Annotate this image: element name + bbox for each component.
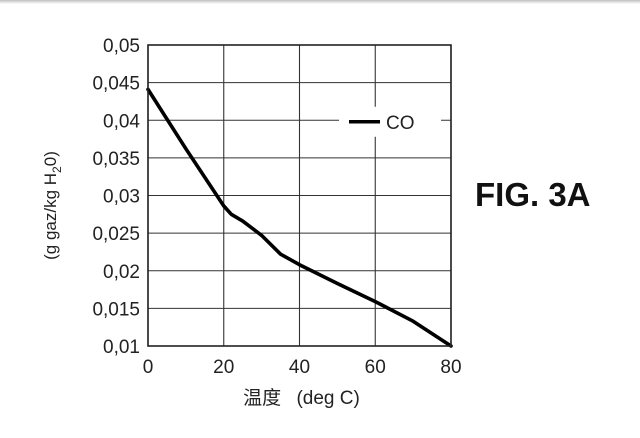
y-tick-label: 0,02 [103,262,140,283]
plot-frame [147,44,452,347]
series-line-co [146,87,453,348]
y-tick-label: 0,045 [92,74,140,95]
x-tick-label: 0 [143,357,154,378]
figure-label: FIG. 3A [475,176,591,213]
y-tick-label: 0,05 [103,36,140,57]
y-tick-label: 0,03 [103,187,140,208]
x-tick-label: 40 [289,357,310,378]
legend: CO [339,106,442,137]
x-tick-label: 20 [213,357,234,378]
y-tick-label: 0,015 [92,299,140,320]
x-axis-label: 温度 (deg C) [243,387,360,409]
y-axis-label-subscript: 2 [50,166,64,173]
y-axis-label: (g gaz/kg H20) [41,151,64,260]
top-scan-edge [0,0,640,4]
x-axis-label-cjk: 温度 [243,387,281,409]
y-tick-label: 0,04 [103,111,140,132]
legend-label-co: CO [386,113,415,134]
x-axis-label-unit: (deg C) [296,388,359,409]
series-lines [146,87,453,348]
y-axis-ticks: 0,01 0,015 0,02 0,025 0,03 0,035 0,04 0,045 0,05 [92,36,140,358]
y-tick-label: 0,01 [103,337,140,358]
x-axis-ticks: 0 20 40 60 80 [143,357,462,378]
y-axis-label-end: 0) [41,151,60,166]
x-tick-label: 80 [440,357,461,378]
x-tick-label: 60 [365,357,386,378]
y-tick-label: 0,025 [92,224,140,245]
grid-lines [147,44,452,347]
y-axis-label-main: (g gaz/kg H [41,173,60,260]
y-tick-label: 0,035 [92,149,140,170]
